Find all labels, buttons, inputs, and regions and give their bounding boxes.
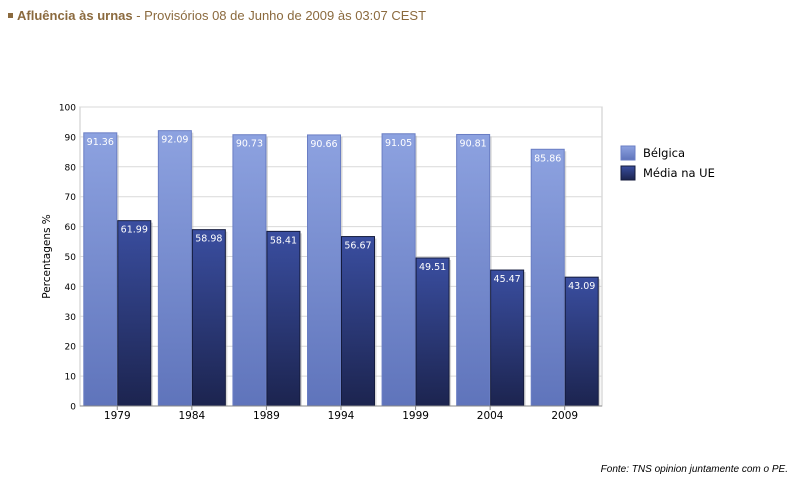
legend-swatch <box>620 145 636 161</box>
bar-belgica <box>157 130 192 407</box>
x-tick-label: 2004 <box>477 410 504 422</box>
data-label: 58.98 <box>195 234 222 245</box>
y-tick-label: 30 <box>65 313 77 323</box>
chart-subtitle: Provisórios 08 de Junho de 2009 às 03:07… <box>144 8 427 23</box>
y-tick-label: 80 <box>65 163 77 173</box>
bar-media-ue <box>341 236 375 407</box>
data-label: 58.41 <box>270 235 297 246</box>
data-label: 91.36 <box>87 137 114 148</box>
bar-belgica <box>530 148 565 407</box>
bar-media-ue <box>266 230 301 407</box>
bar-belgica <box>307 134 341 407</box>
bar-media-ue <box>415 257 450 407</box>
bar-media-ue <box>117 220 152 407</box>
chart-title: Afluência às urnas <box>17 8 133 23</box>
x-tick-label: 1984 <box>178 410 205 422</box>
y-tick-label: 100 <box>59 104 76 114</box>
y-tick-label: 70 <box>65 193 77 203</box>
legend-swatch <box>620 165 636 181</box>
data-label: 56.67 <box>344 241 371 252</box>
chart-separator: - <box>132 8 145 23</box>
y-tick-label: 60 <box>65 223 77 233</box>
bullet-icon <box>8 13 13 19</box>
data-label: 61.99 <box>121 225 148 236</box>
y-tick-label: 10 <box>65 373 77 383</box>
bar-belgica <box>232 134 267 407</box>
bar-belgica <box>381 133 416 407</box>
data-label: 43.09 <box>568 281 595 292</box>
bar-media-ue <box>191 229 226 407</box>
y-tick-label: 40 <box>65 283 77 293</box>
x-tick-label: 1994 <box>328 410 355 422</box>
bar-media-ue <box>490 269 525 407</box>
data-label: 45.47 <box>494 274 521 285</box>
x-tick-label: 1999 <box>402 410 429 422</box>
bar-media-ue <box>564 276 599 407</box>
y-tick-label: 50 <box>65 253 77 263</box>
data-label: 85.86 <box>534 153 561 164</box>
data-label: 90.81 <box>460 138 487 149</box>
y-tick-label: 0 <box>70 403 76 413</box>
y-axis-title: Percentagens % <box>41 214 53 299</box>
data-label: 90.73 <box>236 139 263 150</box>
legend-label: Bélgica <box>643 146 685 160</box>
y-tick-label: 90 <box>65 133 77 143</box>
source-note: Fonte: TNS opinion juntamente com o PE. <box>600 464 788 475</box>
x-tick-label: 1989 <box>253 410 280 422</box>
legend-label: Média na UE <box>643 166 715 180</box>
data-label: 90.66 <box>310 139 337 150</box>
x-tick-label: 2009 <box>551 410 578 422</box>
y-tick-label: 20 <box>65 343 77 353</box>
data-label: 49.51 <box>419 262 446 273</box>
chart-header: Afluência às urnas - Provisórios 08 de J… <box>8 8 426 23</box>
bar-belgica <box>456 133 491 407</box>
bar-belgica <box>83 132 118 407</box>
data-label: 91.05 <box>385 138 412 149</box>
data-label: 92.09 <box>161 135 188 146</box>
x-tick-label: 1979 <box>104 410 131 422</box>
